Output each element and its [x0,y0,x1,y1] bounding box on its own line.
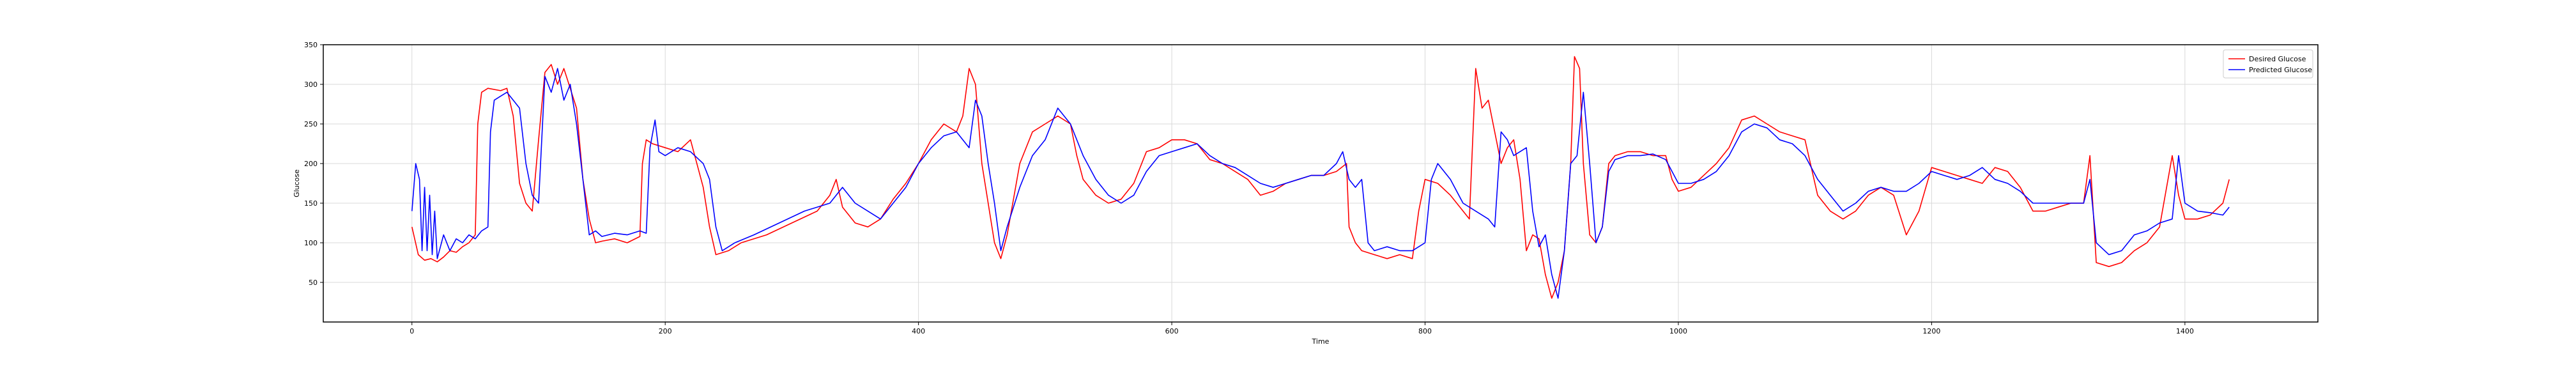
y-tick-label: 150 [304,199,318,208]
x-tick-label: 800 [1418,327,1432,335]
x-tick-label: 400 [912,327,925,335]
x-tick-label: 600 [1165,327,1179,335]
y-tick-label: 200 [304,160,318,168]
legend: Desired Glucose Predicted Glucose [2223,49,2313,79]
x-tick-label: 1200 [1922,327,1940,335]
y-tick-label: 100 [304,239,318,247]
series-lines [411,56,2230,299]
plot-frame [323,44,2319,323]
x-axis-label: Time [1312,337,1330,346]
x-tick-label: 1400 [2176,327,2194,335]
y-tick-label: 300 [304,80,318,89]
legend-label-predicted: Predicted Glucose [2249,66,2312,74]
y-tick-label: 50 [309,279,318,287]
legend-box [2223,49,2313,79]
x-tick-label: 1000 [1669,327,1687,335]
grid-lines [323,44,2318,322]
legend-label-desired: Desired Glucose [2249,55,2306,63]
y-axis-label: Glucose [293,169,301,197]
series-line-predicted [411,68,2230,299]
x-tick-label: 0 [410,327,414,335]
x-tick-label: 200 [659,327,672,335]
axis-ticks: 0 200 400 600 800 1000 1200 1400 50 100 150 200 250 3… [304,41,2194,335]
y-tick-label: 350 [304,41,318,49]
y-tick-label: 250 [304,120,318,128]
